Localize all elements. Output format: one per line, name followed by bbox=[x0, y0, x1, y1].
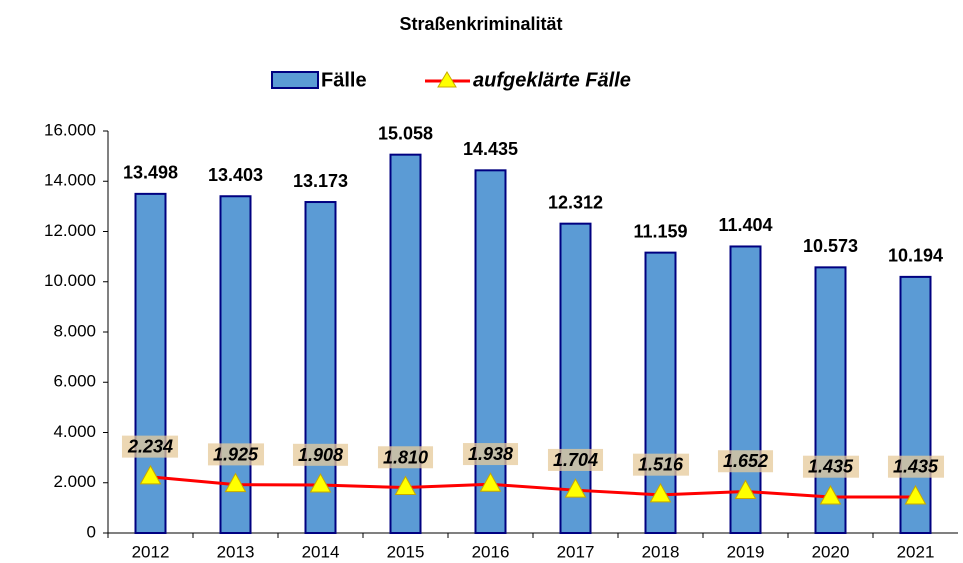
label-background bbox=[377, 446, 434, 469]
label-background bbox=[292, 443, 349, 466]
y-tick-label: 14.000 bbox=[44, 171, 96, 190]
x-tick-label: 2021 bbox=[897, 542, 935, 561]
line-value-label: 1.435 bbox=[893, 457, 939, 477]
bar-value-label: 11.159 bbox=[633, 221, 687, 241]
legend-label: Fälle bbox=[321, 69, 367, 91]
bar-value-label: 13.173 bbox=[293, 171, 348, 191]
y-tick-label: 4.000 bbox=[53, 422, 96, 441]
y-tick-label: 8.000 bbox=[53, 321, 96, 340]
label-background bbox=[632, 453, 690, 476]
line-marker bbox=[649, 482, 672, 503]
bar-value-label: 13.403 bbox=[208, 165, 263, 185]
legend-swatch bbox=[271, 71, 319, 89]
bar-value-label: 15.058 bbox=[378, 123, 433, 143]
line-marker bbox=[139, 464, 162, 485]
bar bbox=[389, 153, 422, 534]
line-marker bbox=[819, 484, 842, 505]
label-background bbox=[121, 435, 179, 458]
bar-value-label: 10.573 bbox=[803, 236, 858, 256]
x-tick-label: 2013 bbox=[217, 542, 255, 561]
line-value-label: 1.938 bbox=[468, 444, 513, 464]
x-tick-label: 2017 bbox=[557, 542, 595, 561]
line-value-label: 1.516 bbox=[638, 455, 684, 475]
x-tick-label: 2014 bbox=[302, 542, 340, 561]
label-background bbox=[717, 450, 774, 473]
x-tick-label: 2012 bbox=[132, 542, 170, 561]
bar-value-label: 11.404 bbox=[718, 215, 772, 235]
legend: Fälle aufgeklärte Fälle bbox=[271, 69, 631, 91]
bar-value-label: 13.498 bbox=[123, 163, 178, 183]
line-marker bbox=[734, 479, 757, 499]
y-tick-label: 10.000 bbox=[44, 271, 96, 290]
chart-title: Straßenkriminalität bbox=[399, 14, 562, 34]
label-background bbox=[462, 443, 519, 466]
line-value-label: 1.704 bbox=[553, 450, 598, 470]
line-value-label: 2.234 bbox=[127, 437, 173, 457]
y-tick-label: 6.000 bbox=[53, 372, 96, 391]
bar-value-label: 14.435 bbox=[463, 139, 518, 159]
legend-marker bbox=[437, 71, 457, 88]
y-tick-label: 2.000 bbox=[53, 472, 96, 491]
label-background bbox=[207, 443, 265, 466]
line-value-label: 1.810 bbox=[383, 447, 428, 467]
bar-value-label: 12.312 bbox=[548, 192, 603, 212]
line-value-label: 1.908 bbox=[298, 445, 343, 465]
y-tick-label: 16.000 bbox=[44, 120, 96, 139]
x-tick-label: 2020 bbox=[812, 542, 850, 561]
line-marker bbox=[394, 475, 417, 496]
line-marker bbox=[564, 478, 587, 498]
x-tick-label: 2016 bbox=[472, 542, 510, 561]
label-background bbox=[547, 448, 604, 471]
line-value-label: 1.435 bbox=[808, 457, 854, 477]
line bbox=[150, 475, 916, 499]
line-marker bbox=[904, 484, 927, 505]
label-background bbox=[802, 455, 860, 478]
x-tick-label: 2019 bbox=[727, 542, 765, 561]
line-value-label: 1.925 bbox=[213, 444, 259, 464]
legend-label: aufgeklärte Fälle bbox=[473, 69, 631, 91]
line-value-label: 1.652 bbox=[723, 451, 768, 471]
y-tick-label: 12.000 bbox=[44, 221, 96, 240]
line-marker bbox=[224, 472, 247, 493]
x-tick-label: 2018 bbox=[642, 542, 680, 561]
bar-value-label: 10.194 bbox=[888, 246, 943, 266]
y-tick-label: 0 bbox=[87, 522, 96, 541]
line-marker bbox=[479, 472, 502, 492]
x-tick-label: 2015 bbox=[387, 542, 425, 561]
label-background bbox=[887, 455, 945, 478]
line-marker bbox=[309, 473, 332, 493]
